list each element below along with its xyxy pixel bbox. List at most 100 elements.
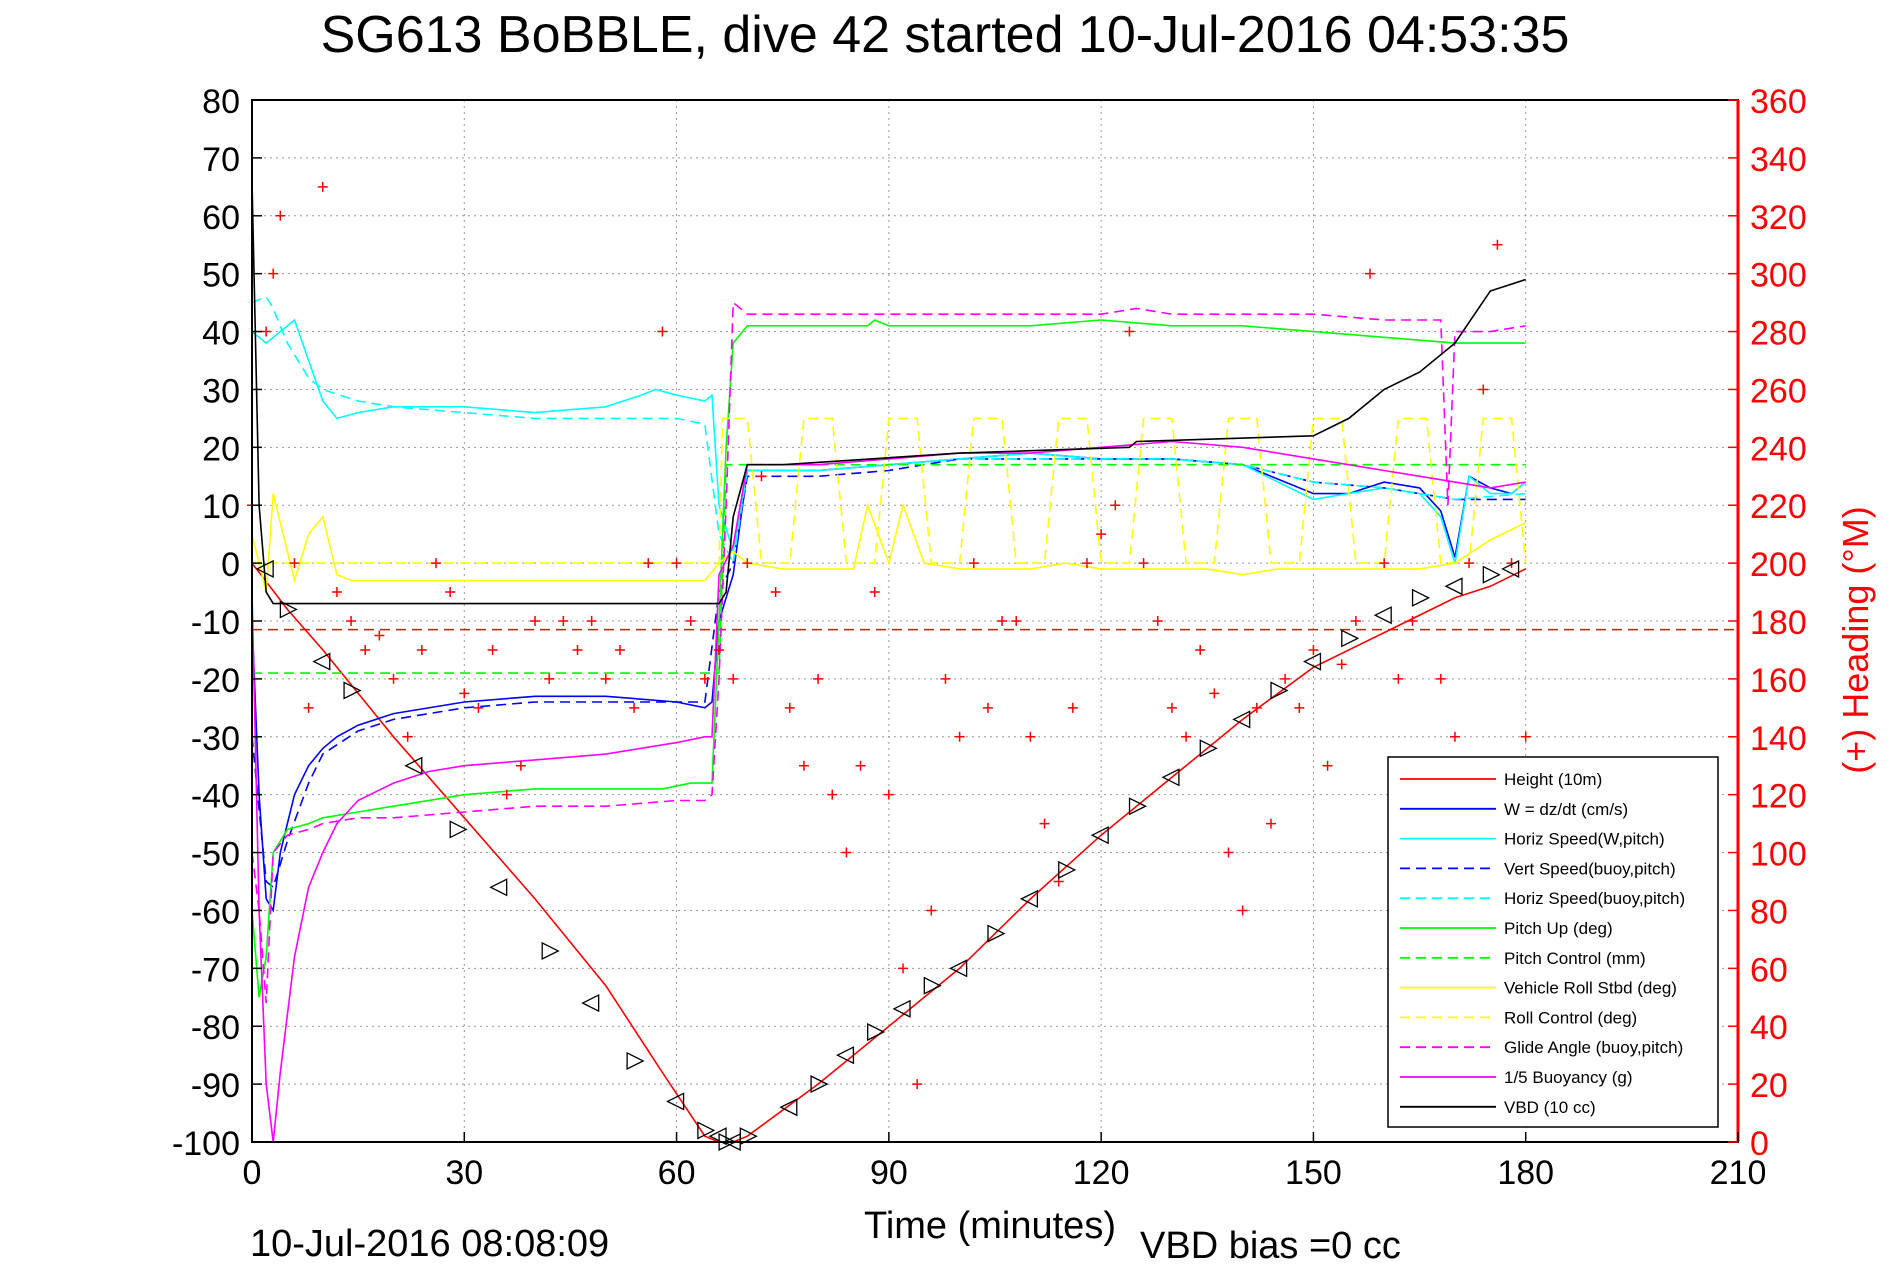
right-tick-label: 120 — [1750, 778, 1807, 816]
left-tick-label: 60 — [202, 199, 240, 237]
right-tick-label: 0 — [1750, 1125, 1769, 1163]
heading-point — [501, 789, 512, 800]
heading-point — [1081, 558, 1092, 569]
heading-point — [1393, 673, 1404, 684]
left-tick-label: 40 — [202, 315, 240, 353]
heading-point — [614, 644, 625, 655]
right-tick-label: 280 — [1750, 315, 1807, 353]
dive-marker — [1128, 797, 1147, 816]
heading-point — [1110, 500, 1121, 511]
heading-point — [1096, 529, 1107, 540]
heading-point — [1280, 673, 1291, 684]
dive-marker — [489, 878, 508, 897]
left-tick-label: -20 — [191, 662, 240, 700]
heading-point — [289, 558, 300, 569]
heading-point — [912, 1079, 923, 1090]
heading-point — [1520, 731, 1531, 742]
right-tick-label: 40 — [1750, 1009, 1788, 1047]
heading-point — [1138, 558, 1149, 569]
series-line-10 — [251, 440, 1526, 1143]
right-tick-label: 360 — [1750, 83, 1807, 121]
dive-marker — [1501, 559, 1520, 578]
heading-point — [1166, 702, 1177, 713]
heading-point — [1336, 659, 1347, 670]
legend-label-6: Pitch Control (mm) — [1504, 949, 1646, 968]
dive-marker — [279, 600, 298, 619]
dive-marker — [541, 941, 560, 961]
heading-point — [1265, 818, 1276, 829]
heading-point — [303, 702, 314, 713]
series-line-6 — [252, 463, 1526, 674]
heading-point — [388, 673, 399, 684]
dive-marker — [949, 959, 968, 978]
heading-point — [1251, 702, 1262, 713]
heading-point — [1449, 731, 1460, 742]
heading-point — [685, 616, 696, 626]
heading-point — [586, 616, 597, 626]
heading-point — [600, 673, 611, 684]
dive-marker — [1058, 860, 1077, 879]
heading-point — [968, 558, 979, 569]
heading-point — [317, 181, 328, 192]
heading-points — [247, 181, 1531, 1090]
heading-point — [473, 702, 484, 713]
heading-point — [714, 644, 725, 655]
heading-point — [487, 644, 498, 655]
heading-point — [1237, 905, 1248, 916]
heading-point — [374, 630, 385, 641]
series-layer — [251, 180, 1738, 1143]
heading-point — [728, 673, 739, 684]
heading-point — [459, 688, 470, 699]
heading-point — [1039, 818, 1050, 829]
series-line-1 — [251, 452, 1527, 913]
left-tick-label: 30 — [202, 372, 240, 410]
x-tick-label: 0 — [243, 1154, 262, 1192]
chart-title: SG613 BoBBLE, dive 42 started 10-Jul-201… — [321, 6, 1570, 64]
heading-point — [869, 587, 880, 598]
heading-point — [883, 789, 894, 800]
dive-marker — [810, 1075, 829, 1094]
heading-point — [360, 644, 371, 655]
dive-marker — [1199, 739, 1218, 758]
heading-point — [926, 905, 937, 916]
dive-marker — [1444, 577, 1463, 596]
dive-marker — [835, 1046, 855, 1065]
right-tick-label: 20 — [1750, 1067, 1788, 1105]
right-tick-label: 200 — [1750, 546, 1807, 584]
legend-label-5: Pitch Up (deg) — [1504, 919, 1613, 938]
series-line-9 — [251, 300, 1526, 1004]
series-line-5 — [251, 319, 1526, 998]
heading-point — [530, 616, 541, 626]
heading-point — [346, 616, 357, 626]
x-axis-label: Time (minutes) — [864, 1205, 1116, 1247]
left-tick-label: 70 — [202, 141, 240, 179]
legend-label-2: Horiz Speed(W,pitch) — [1504, 830, 1665, 849]
dive-marker — [449, 820, 468, 839]
dive-marker — [1090, 826, 1109, 845]
dive-marker — [1373, 606, 1392, 625]
left-tick-label: 20 — [202, 430, 240, 468]
right-axis-label: (+) Heading (°M) — [1835, 506, 1876, 773]
heading-point — [671, 558, 682, 569]
dive-marker — [1161, 768, 1180, 787]
heading-point — [784, 702, 795, 713]
heading-point — [1492, 239, 1503, 250]
heading-point — [402, 731, 413, 742]
heading-point — [1294, 702, 1305, 713]
heading-point — [1435, 673, 1446, 684]
dive-marker — [312, 652, 331, 671]
legend-label-0: Height (10m) — [1504, 770, 1602, 789]
dive-marker — [255, 559, 274, 578]
heading-point — [1322, 760, 1333, 771]
heading-point — [445, 587, 456, 598]
series-line-11 — [251, 180, 1526, 605]
footer-vbd-bias: VBD bias =0 cc — [1140, 1225, 1401, 1262]
heading-point — [699, 673, 710, 684]
heading-point — [430, 558, 441, 569]
dive-marker — [1019, 889, 1039, 908]
right-tick-label: 60 — [1750, 951, 1788, 989]
heading-point — [1195, 644, 1206, 655]
heading-point — [827, 789, 838, 800]
heading-point — [841, 847, 852, 858]
dive-marker — [666, 1092, 685, 1111]
